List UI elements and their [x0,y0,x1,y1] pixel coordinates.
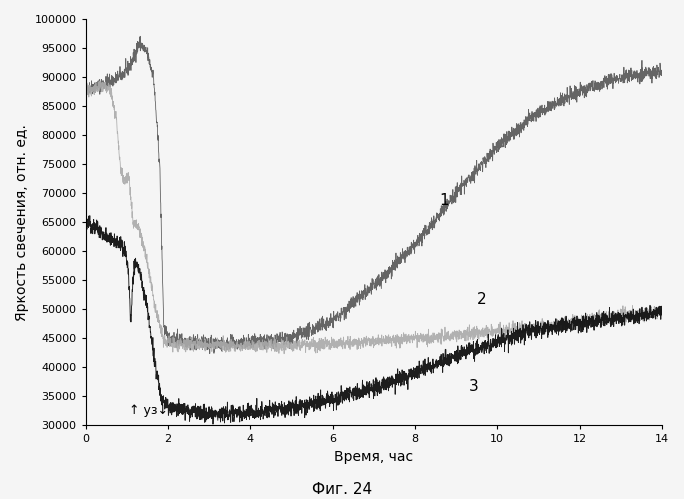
Text: Фиг. 24: Фиг. 24 [312,482,372,497]
X-axis label: Время, час: Время, час [334,450,413,464]
Text: 3: 3 [469,379,478,394]
Text: 2: 2 [477,291,486,306]
Text: ↑ уз↓: ↑ уз↓ [129,404,168,417]
Text: 1: 1 [440,193,449,208]
Y-axis label: Яркость свечения, отн. ед.: Яркость свечения, отн. ед. [15,124,29,321]
